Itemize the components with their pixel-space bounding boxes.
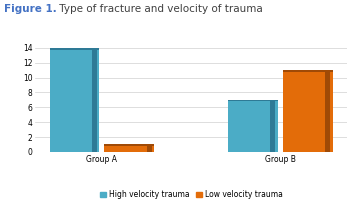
Bar: [104, 145, 154, 152]
Bar: [50, 48, 99, 152]
Bar: [270, 100, 275, 152]
Bar: [50, 48, 99, 50]
Bar: [228, 100, 278, 152]
Bar: [147, 145, 152, 152]
Bar: [228, 100, 278, 101]
Text: Figure 1.: Figure 1.: [4, 4, 56, 14]
Text: Type of fracture and velocity of trauma: Type of fracture and velocity of trauma: [56, 4, 263, 14]
Bar: [283, 70, 333, 152]
Legend: High velocity trauma, Low velocity trauma: High velocity trauma, Low velocity traum…: [97, 187, 286, 202]
Bar: [92, 48, 97, 152]
Bar: [325, 70, 330, 152]
Bar: [104, 145, 154, 146]
Bar: [283, 70, 333, 72]
